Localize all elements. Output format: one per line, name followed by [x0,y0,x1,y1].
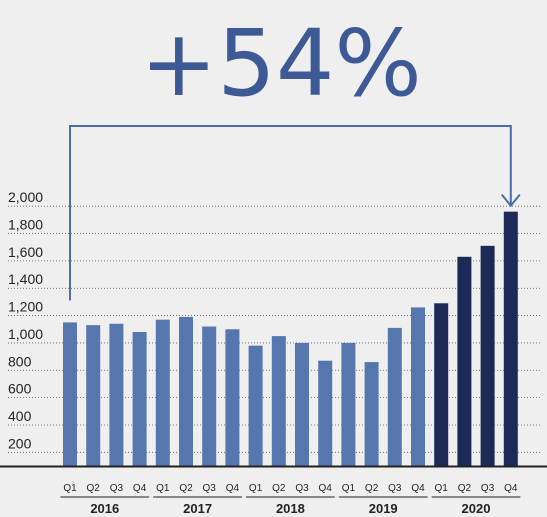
quarter-label: Q1 [342,483,356,494]
bar-2018-q4 [318,360,333,466]
quarter-label: Q1 [249,483,263,494]
y-axis-ticks: 200 400 600 800 1,000 1,200 1,400 1,600 1,800 2,0… [8,189,43,451]
quarter-label: Q4 [504,483,518,494]
y-tick-label: 2,000 [8,189,43,205]
y-tick-label: 1,400 [8,271,43,287]
year-label-2018: 2018 [276,501,305,516]
quarter-label: Q1 [63,483,77,494]
year-label-2017: 2017 [183,501,212,516]
headline-percent: +54% [140,10,422,117]
quarter-label: Q1 [435,483,449,494]
quarter-label: Q2 [87,483,101,494]
bar-2020-q1 [434,303,449,466]
bar-2016-q3 [109,323,124,466]
growth-arrow-head [501,194,521,208]
y-tick-label: 200 [8,435,32,451]
bar-2020-q4 [503,211,518,466]
bar-2016-q1 [63,322,77,466]
year-labels: 2016 2017 2018 2019 2020 [90,501,490,516]
growth-arrow-line [69,125,512,301]
year-label-2016: 2016 [90,501,119,516]
bar-2019-q2 [364,362,379,466]
bar-2018-q3 [295,342,309,466]
y-tick-label: 1,600 [8,244,43,260]
y-tick-label: 1,800 [8,217,43,233]
quarter-label: Q2 [458,483,472,494]
quarter-label: Q3 [295,483,309,494]
quarter-label: Q2 [365,483,379,494]
growth-arrow [69,125,521,301]
bar-2019-q4 [411,307,425,466]
bar-2017-q1 [155,319,170,466]
bar-2018-q2 [271,336,286,466]
quarter-labels: Q1 Q2 Q3 Q4 Q1 Q2 Q3 Q4 Q1 Q2 Q3 Q4 Q1 Q2 Q3 Q4 Q1 Q2 Q3 Q4 [63,483,518,494]
bar-2018-q1 [248,345,263,466]
quarter-label: Q3 [481,483,495,494]
bars [63,211,518,466]
quarter-label: Q3 [110,483,124,494]
quarter-label: Q4 [411,483,425,494]
bar-2020-q3 [480,245,495,466]
quarter-label: Q4 [133,483,147,494]
bar-2017-q3 [202,326,217,466]
quarter-label: Q4 [226,483,240,494]
y-tick-label: 600 [8,381,32,397]
bar-2019-q1 [341,342,356,466]
bar-2016-q4 [132,331,147,466]
quarter-label: Q2 [179,483,193,494]
bar-2020-q2 [457,256,472,466]
bar-2017-q4 [225,329,240,466]
quarter-label: Q2 [272,483,286,494]
y-tick-label: 1,000 [8,326,43,342]
year-label-2019: 2019 [369,501,398,516]
bar-2019-q3 [387,327,402,466]
quarter-label: Q1 [156,483,170,494]
quarter-label: Q3 [203,483,217,494]
y-tick-label: 400 [8,408,32,424]
bar-2017-q2 [179,316,193,466]
bar-2016-q2 [86,325,101,466]
quarter-label: Q4 [319,483,333,494]
quarter-label: Q3 [388,483,402,494]
year-label-2020: 2020 [462,501,491,516]
y-tick-label: 1,200 [8,299,43,315]
y-tick-label: 800 [8,353,32,369]
